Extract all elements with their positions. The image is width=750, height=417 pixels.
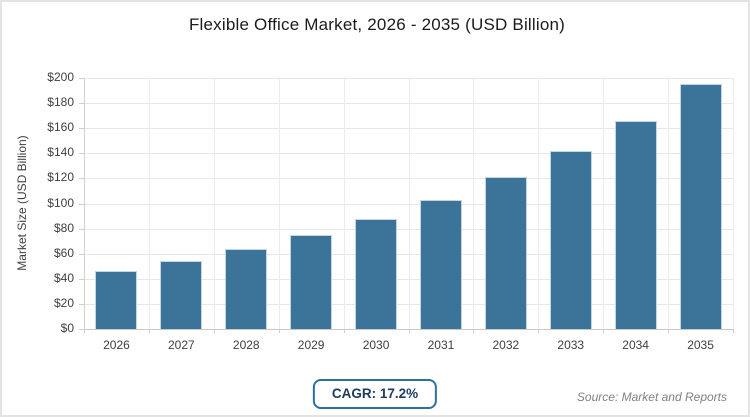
- x-tick-3: [279, 329, 280, 333]
- x-tick-4: [344, 329, 345, 333]
- bar-2033: [550, 151, 592, 329]
- v-gridline-7: [538, 78, 539, 329]
- v-gridline-8: [603, 78, 604, 329]
- v-gridline-4: [344, 78, 345, 329]
- y-tick-100: [79, 204, 84, 205]
- h-gridline-140: [84, 153, 733, 154]
- cagr-badge: CAGR: 17.2%: [312, 379, 438, 409]
- x-tick-7: [538, 329, 539, 333]
- h-gridline-100: [84, 204, 733, 205]
- v-gridline-2: [214, 78, 215, 329]
- bar-2027: [160, 261, 202, 329]
- h-gridline-180: [84, 103, 733, 104]
- x-tick-label-2035: 2035: [687, 338, 714, 352]
- x-tick-label-2033: 2033: [557, 338, 585, 352]
- y-tick-label-120: $120: [47, 170, 74, 184]
- bar-2026: [95, 271, 137, 329]
- x-tick-label-2031: 2031: [427, 338, 455, 352]
- source-note: Source: Market and Reports: [576, 390, 727, 404]
- y-tick-0: [79, 329, 84, 330]
- h-gridline-200: [84, 78, 733, 79]
- x-tick-label-2034: 2034: [622, 338, 649, 352]
- x-tick-10: [733, 329, 734, 333]
- y-tick-label-160: $160: [47, 120, 74, 134]
- bar-2030: [355, 219, 397, 329]
- y-tick-label-200: $200: [47, 70, 74, 84]
- x-tick-label-2026: 2026: [103, 338, 130, 352]
- y-tick-200: [79, 78, 84, 79]
- bar-2029: [290, 235, 332, 329]
- bar-2032: [485, 177, 527, 329]
- h-gridline-80: [84, 229, 733, 230]
- v-gridline-6: [473, 78, 474, 329]
- x-tick-0: [84, 329, 85, 333]
- x-tick-label-2032: 2032: [492, 338, 520, 352]
- y-tick-140: [79, 153, 84, 154]
- v-gridline-3: [279, 78, 280, 329]
- y-tick-80: [79, 229, 84, 230]
- x-tick-label-2029: 2029: [297, 338, 325, 352]
- h-gridline-20: [84, 304, 733, 305]
- v-gridline-1: [149, 78, 150, 329]
- bar-2034: [615, 121, 657, 329]
- x-tick-label-2028: 2028: [232, 338, 260, 352]
- x-tick-label-2027: 2027: [167, 338, 195, 352]
- bar-2031: [420, 200, 462, 329]
- bar-2035: [680, 84, 722, 329]
- v-gridline-9: [668, 78, 669, 329]
- y-tick-120: [79, 178, 84, 179]
- y-tick-label-40: $40: [53, 271, 74, 285]
- x-tick-8: [603, 329, 604, 333]
- x-tick-5: [409, 329, 410, 333]
- y-tick-label-180: $180: [47, 95, 74, 109]
- h-gridline-0: [84, 329, 733, 330]
- y-tick-label-20: $20: [53, 296, 74, 310]
- x-tick-9: [668, 329, 669, 333]
- y-tick-label-140: $140: [47, 145, 74, 159]
- y-tick-label-0: $0: [60, 321, 74, 335]
- y-tick-label-80: $80: [53, 221, 74, 235]
- y-tick-20: [79, 304, 84, 305]
- x-tick-label-2030: 2030: [362, 338, 390, 352]
- h-gridline-40: [84, 279, 733, 280]
- y-tick-label-60: $60: [53, 246, 74, 260]
- y-tick-40: [79, 279, 84, 280]
- y-tick-180: [79, 103, 84, 104]
- v-gridline-5: [409, 78, 410, 329]
- x-tick-6: [473, 329, 474, 333]
- y-tick-60: [79, 254, 84, 255]
- bar-2028: [225, 249, 267, 329]
- plot-area: [84, 78, 734, 330]
- y-tick-label-100: $100: [47, 196, 74, 210]
- h-gridline-60: [84, 254, 733, 255]
- v-gridline-10: [733, 78, 734, 329]
- x-tick-1: [149, 329, 150, 333]
- h-gridline-160: [84, 128, 733, 129]
- v-gridline-0: [84, 78, 85, 329]
- chart-title: Flexible Office Market, 2026 - 2035 (USD…: [188, 15, 566, 34]
- h-gridline-120: [84, 178, 733, 179]
- y-tick-160: [79, 128, 84, 129]
- x-tick-2: [214, 329, 215, 333]
